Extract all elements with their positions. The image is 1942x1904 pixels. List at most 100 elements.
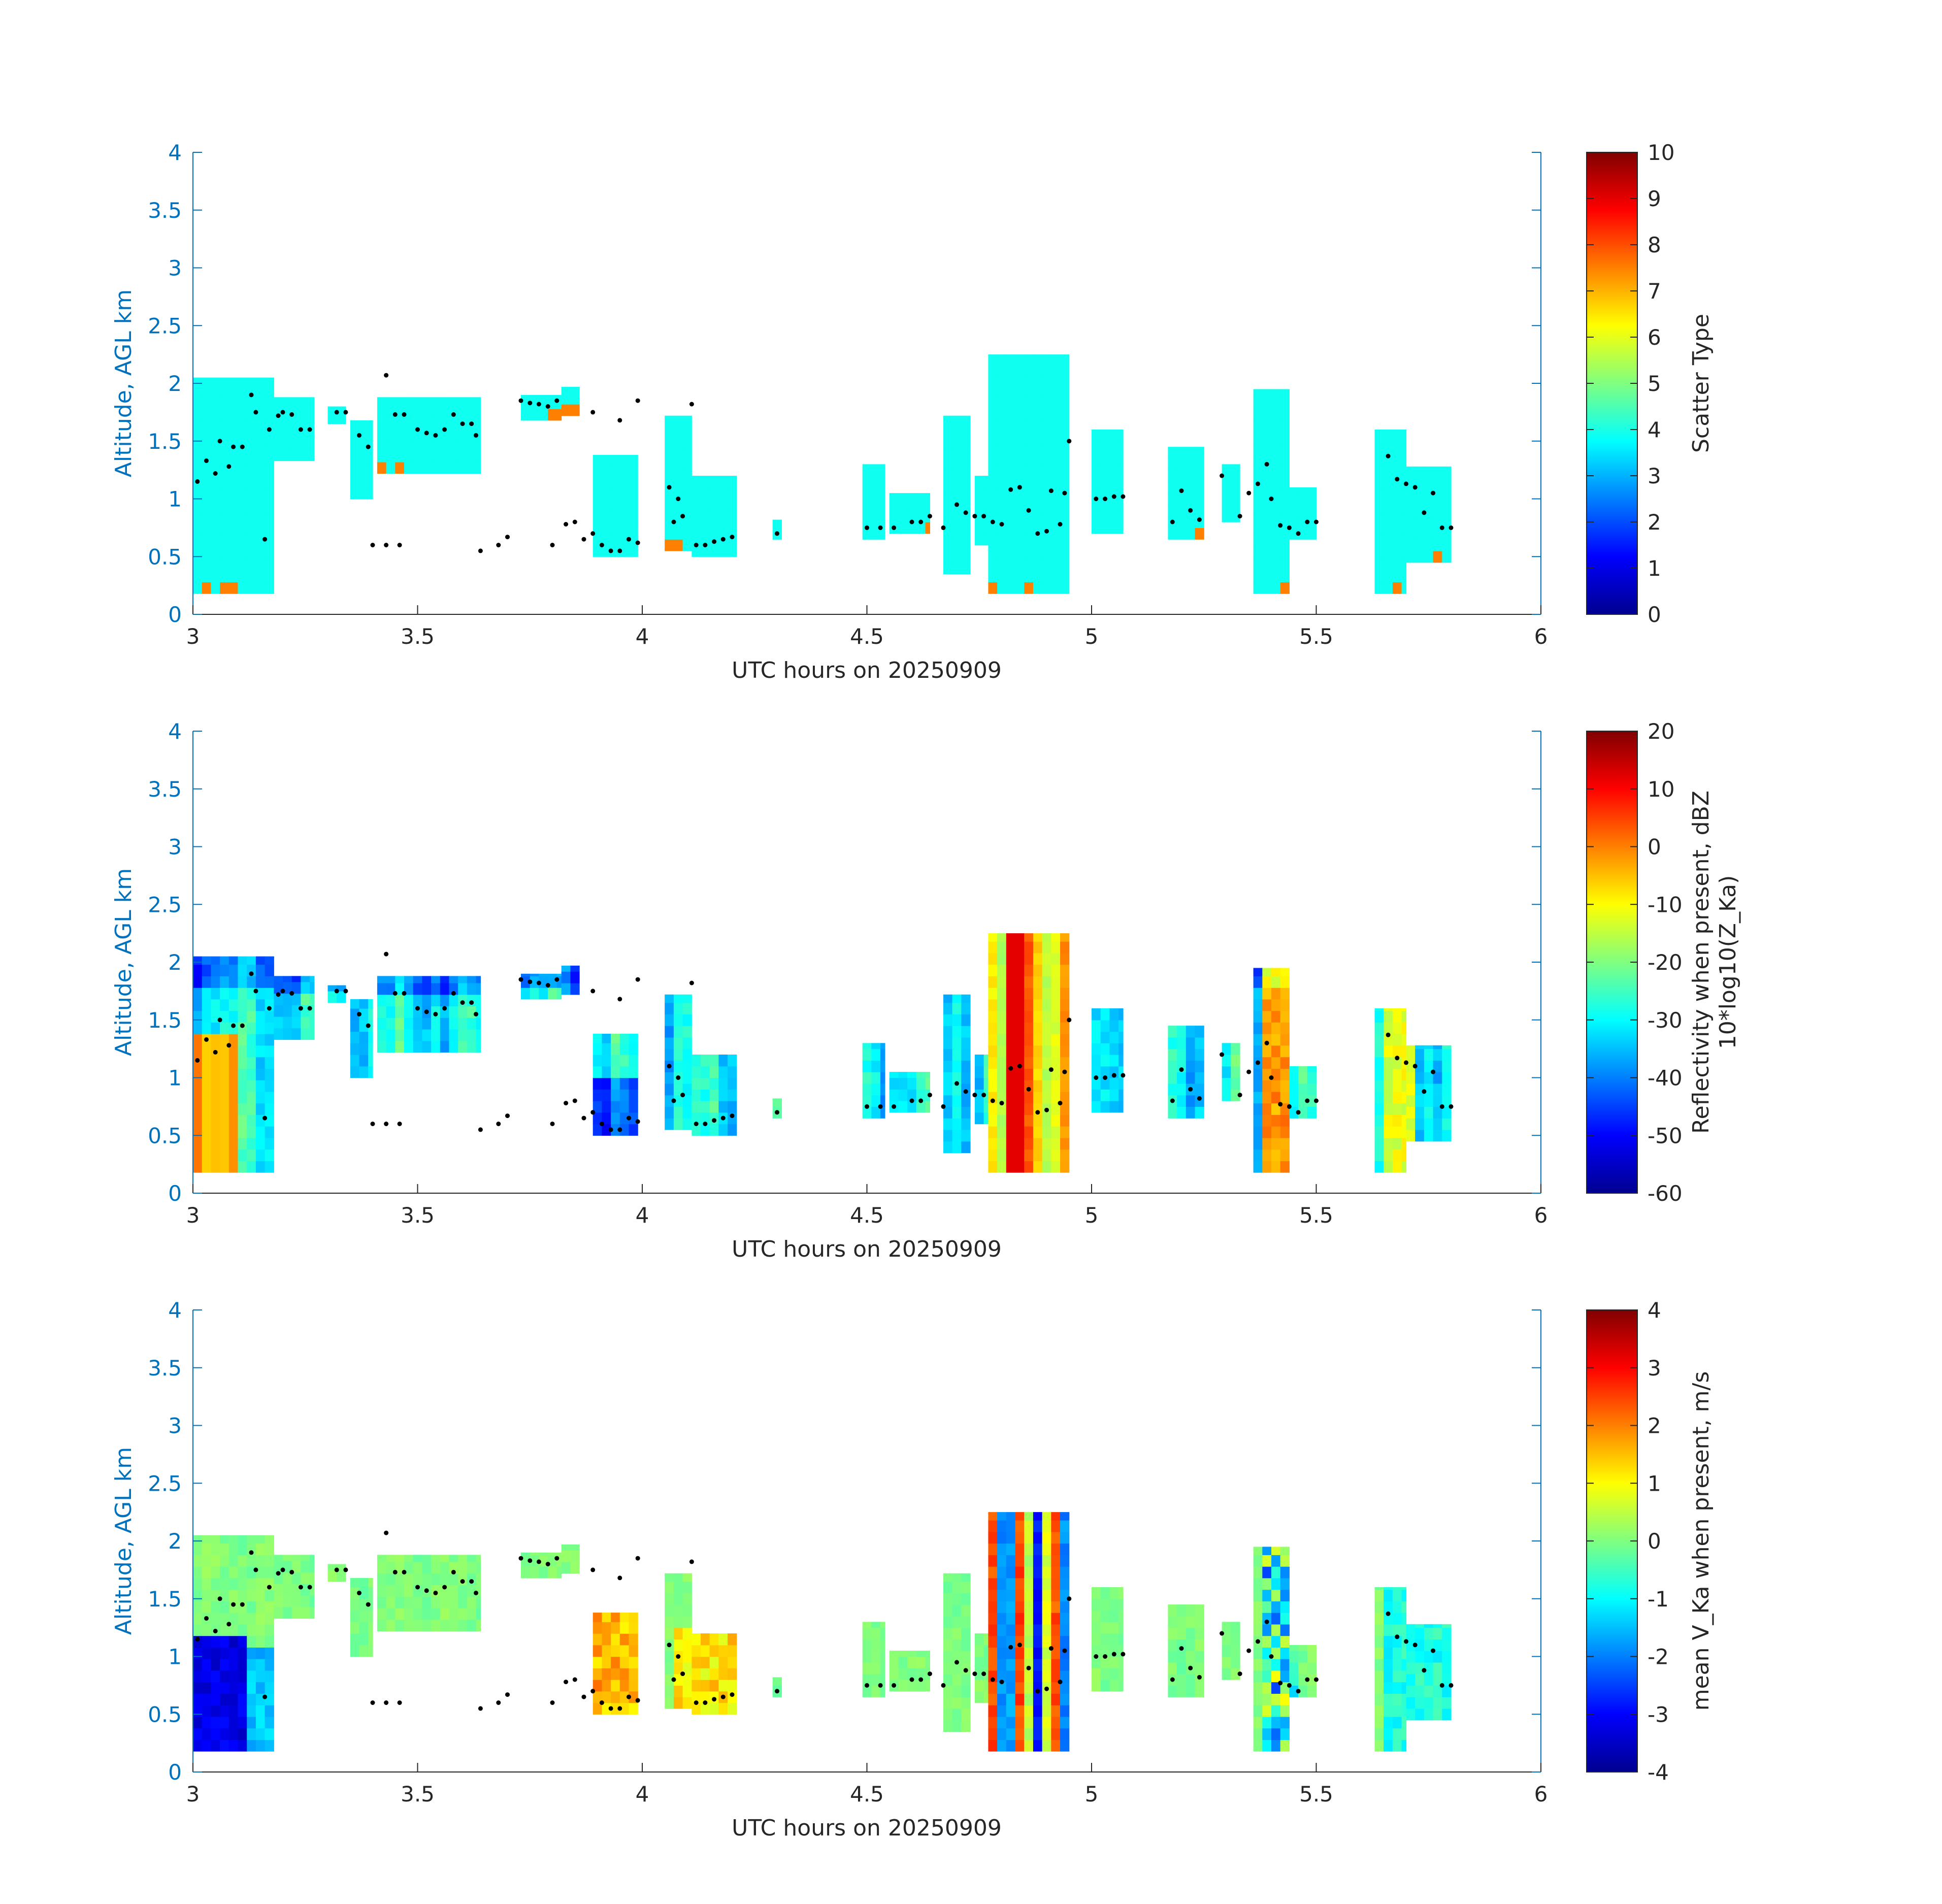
heatmap-cell (220, 1601, 229, 1613)
heatmap-cell (220, 1659, 229, 1671)
heatmap-cell (682, 1037, 692, 1049)
heatmap-cell (301, 976, 310, 982)
heatmap-cell (898, 493, 908, 500)
heatmap-cell (228, 489, 239, 502)
cloud-base-point (1170, 1098, 1175, 1103)
heatmap-cell (709, 510, 719, 522)
heatmap-cell (701, 1656, 710, 1668)
heatmap-cell (238, 1543, 247, 1555)
heatmap-cell (1109, 1055, 1119, 1067)
heatmap-cell (202, 547, 211, 560)
heatmap-cell (665, 1604, 674, 1617)
heatmap-cell (1253, 1022, 1263, 1034)
heatmap-cell (247, 559, 256, 571)
heatmap-cell (1231, 1668, 1240, 1680)
heatmap-cell (1384, 1739, 1393, 1752)
heatmap-cell (1060, 1114, 1070, 1127)
heatmap-cell (1442, 1708, 1452, 1721)
heatmap-cell (1222, 1066, 1231, 1078)
heatmap-cell (570, 1550, 580, 1562)
heatmap-cell (1033, 1034, 1043, 1046)
heatmap-cell (1374, 1068, 1384, 1080)
heatmap-cell (1195, 470, 1204, 482)
heatmap-cell (1392, 512, 1402, 525)
cloud-base-point (1386, 453, 1391, 458)
heatmap-cell (1177, 1627, 1187, 1639)
heatmap-cell (570, 392, 580, 405)
heatmap-cell (619, 1702, 630, 1715)
heatmap-cell (283, 1028, 292, 1040)
heatmap-cell (1060, 941, 1070, 954)
heatmap-cell (247, 1635, 256, 1648)
heatmap-cell (265, 1613, 274, 1625)
heatmap-cell (1280, 1045, 1290, 1058)
heatmap-cell (1401, 1587, 1407, 1590)
cloud-base-point (1305, 519, 1310, 524)
heatmap-cell (359, 1055, 369, 1067)
heatmap-cell (1024, 933, 1034, 942)
cloud-base-point (712, 1118, 717, 1123)
cloud-base-point (972, 1093, 977, 1098)
heatmap-cell (1015, 933, 1025, 942)
heatmap-cell (1024, 455, 1034, 467)
heatmap-cell (1015, 512, 1025, 525)
heatmap-cell (1042, 1589, 1051, 1601)
cloud-base-point (1188, 508, 1193, 513)
heatmap-cell (202, 1624, 211, 1636)
heatmap-cell (1092, 464, 1101, 476)
heatmap-cell (692, 1656, 701, 1668)
heatmap-cell (238, 1635, 247, 1648)
cloud-base-point (627, 537, 631, 542)
heatmap-cell (220, 1126, 229, 1138)
heatmap-cell (692, 1691, 701, 1703)
heatmap-cell (301, 1028, 310, 1040)
heatmap-cell (1033, 582, 1043, 594)
x-tick-label: 4 (636, 1203, 649, 1228)
heatmap-cell (943, 1685, 953, 1697)
heatmap-cell (211, 1137, 220, 1150)
heatmap-cell (228, 536, 239, 548)
heatmap-cell (1024, 1057, 1034, 1069)
heatmap-cell (530, 973, 540, 976)
cloud-base-point (262, 537, 268, 542)
heatmap-cell (458, 450, 468, 463)
heatmap-cell (1051, 397, 1061, 409)
heatmap-cell (202, 1670, 211, 1683)
cloud-base-point (878, 525, 883, 530)
heatmap-cell (728, 476, 737, 488)
heatmap-cell (988, 1635, 998, 1648)
heatmap-cell (228, 466, 239, 479)
heatmap-cell (629, 1043, 638, 1055)
heatmap-cell (983, 510, 989, 522)
heatmap-cell (238, 409, 247, 421)
heatmap-cell (1415, 1118, 1425, 1130)
heatmap-cell (265, 466, 274, 479)
heatmap-cell (1006, 1578, 1016, 1590)
cloud-base-point (981, 1671, 986, 1677)
heatmap-cell (350, 1610, 360, 1622)
heatmap-cell (1253, 988, 1263, 1000)
heatmap-cell (1051, 1728, 1061, 1740)
heatmap-cell (1060, 501, 1070, 513)
heatmap-cell (238, 976, 247, 988)
heatmap-cell (1033, 1022, 1043, 1034)
heatmap-cell (997, 1543, 1007, 1555)
heatmap-cell (988, 536, 998, 548)
heatmap-cell (988, 1045, 998, 1058)
heatmap-cell (202, 420, 211, 433)
heatmap-cell (593, 1077, 602, 1090)
heatmap-cell (202, 999, 211, 1011)
heatmap-cell (665, 447, 674, 459)
heatmap-cell (283, 981, 292, 994)
heatmap-cell (1262, 1566, 1272, 1579)
cloud-base-point (1449, 1683, 1454, 1688)
heatmap-cell (1442, 1697, 1452, 1709)
heatmap-cell (476, 404, 481, 416)
heatmap-cell (1307, 1645, 1317, 1651)
heatmap-cell (1262, 999, 1272, 1011)
heatmap-cell (1051, 933, 1061, 942)
heatmap-cell (1406, 1048, 1416, 1061)
cloud-base-point (730, 1692, 735, 1697)
heatmap-cell (709, 476, 719, 488)
heatmap-cell (611, 1066, 620, 1078)
